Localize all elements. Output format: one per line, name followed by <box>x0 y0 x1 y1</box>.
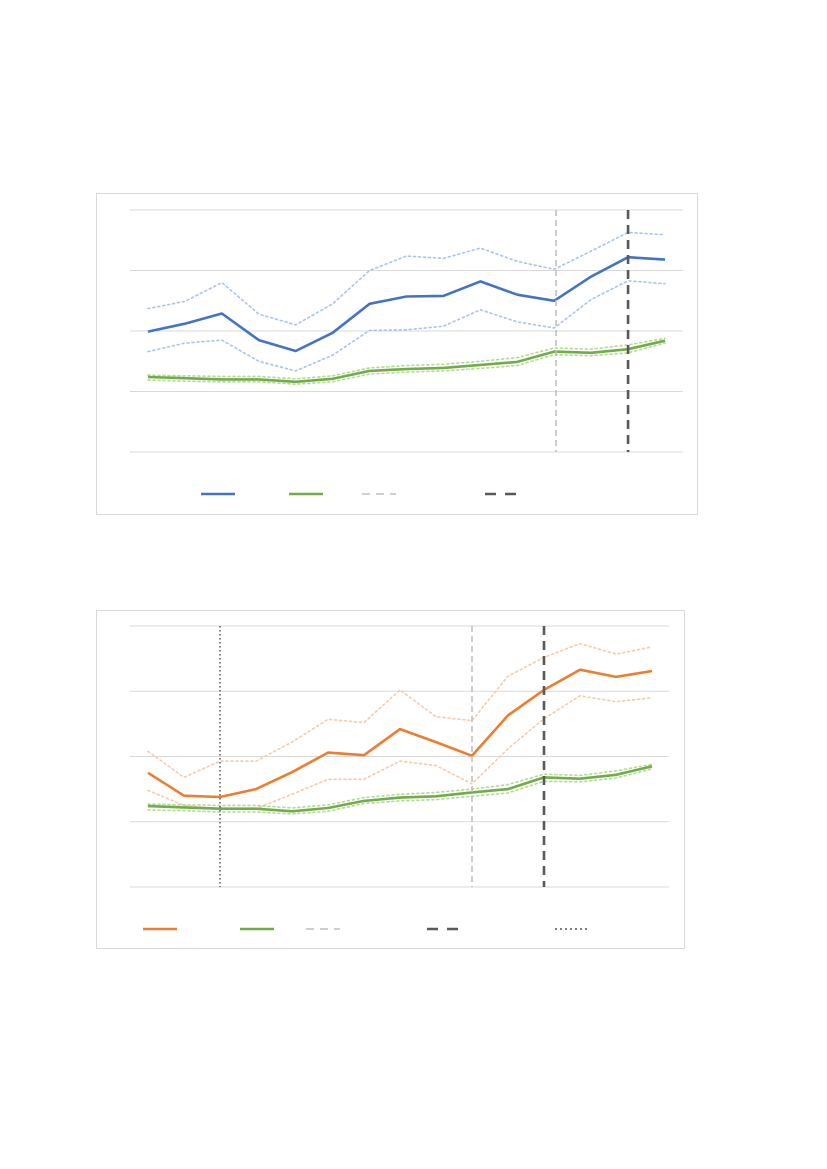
chart-2-canvas <box>130 625 669 931</box>
series-line-green_ci-dotted <box>147 342 666 385</box>
series-line-blue_ci-dotted <box>147 280 666 372</box>
series-line-blue-solid <box>147 255 666 353</box>
chart-1-canvas <box>130 209 683 496</box>
chart-2 <box>96 610 685 949</box>
series-line-orange-solid <box>147 668 653 799</box>
series-line-blue_ci-dotted <box>147 231 666 326</box>
series-line-green_ci-dotted <box>147 763 653 809</box>
series-line-green_ci-dotted <box>147 337 666 380</box>
gridlines <box>130 209 683 453</box>
gridlines <box>130 625 669 888</box>
series-line-orange_ci-dotted <box>147 695 653 810</box>
chart-1 <box>96 193 698 515</box>
series-line-green-solid <box>147 339 666 384</box>
series-line-orange_ci-dotted <box>147 642 653 779</box>
series-line-green-solid <box>147 765 653 813</box>
